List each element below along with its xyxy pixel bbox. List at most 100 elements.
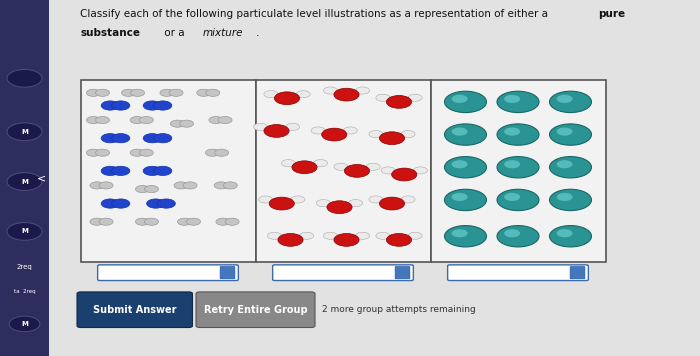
- Circle shape: [290, 196, 304, 203]
- Text: pure: pure: [598, 9, 626, 19]
- Circle shape: [99, 182, 113, 189]
- Circle shape: [556, 95, 573, 103]
- FancyBboxPatch shape: [272, 265, 413, 281]
- Circle shape: [369, 196, 383, 203]
- Circle shape: [334, 163, 348, 171]
- Circle shape: [452, 229, 468, 237]
- Circle shape: [497, 91, 539, 112]
- Circle shape: [444, 226, 486, 247]
- Circle shape: [102, 101, 119, 110]
- Text: ta  2req: ta 2req: [14, 289, 35, 294]
- FancyBboxPatch shape: [80, 80, 256, 262]
- Text: M: M: [21, 129, 28, 135]
- Circle shape: [504, 229, 520, 237]
- Circle shape: [452, 127, 468, 136]
- Circle shape: [253, 123, 267, 130]
- Circle shape: [321, 128, 347, 141]
- Circle shape: [7, 222, 42, 240]
- Circle shape: [7, 173, 42, 190]
- Text: M: M: [21, 321, 28, 327]
- Circle shape: [136, 185, 150, 193]
- Circle shape: [444, 157, 486, 178]
- FancyBboxPatch shape: [97, 265, 238, 281]
- Circle shape: [349, 199, 363, 206]
- Circle shape: [112, 166, 130, 176]
- Circle shape: [381, 167, 395, 174]
- Circle shape: [145, 218, 158, 225]
- Circle shape: [286, 123, 300, 130]
- Circle shape: [154, 166, 172, 176]
- Circle shape: [179, 120, 193, 127]
- Circle shape: [452, 95, 468, 103]
- Circle shape: [225, 218, 239, 225]
- Circle shape: [183, 182, 197, 189]
- Circle shape: [386, 95, 412, 108]
- Circle shape: [216, 218, 230, 225]
- Circle shape: [316, 199, 330, 206]
- Circle shape: [267, 232, 281, 239]
- Circle shape: [497, 157, 539, 178]
- Circle shape: [408, 94, 422, 101]
- Circle shape: [139, 116, 153, 124]
- Circle shape: [147, 199, 165, 208]
- Circle shape: [386, 234, 412, 246]
- FancyBboxPatch shape: [196, 292, 315, 328]
- Text: M: M: [21, 179, 28, 184]
- Circle shape: [102, 199, 119, 208]
- FancyBboxPatch shape: [256, 80, 430, 262]
- Circle shape: [327, 201, 352, 214]
- Circle shape: [87, 116, 101, 124]
- FancyBboxPatch shape: [448, 265, 588, 281]
- Circle shape: [356, 232, 370, 239]
- FancyBboxPatch shape: [570, 267, 584, 279]
- Circle shape: [197, 89, 211, 96]
- Circle shape: [144, 101, 162, 110]
- Circle shape: [401, 196, 415, 203]
- Circle shape: [379, 132, 405, 145]
- Circle shape: [157, 199, 176, 208]
- Text: Classify each of the following particulate level illustrations as a representati: Classify each of the following particula…: [80, 9, 552, 19]
- Circle shape: [556, 160, 573, 168]
- Circle shape: [139, 149, 153, 156]
- Circle shape: [504, 95, 520, 103]
- Circle shape: [504, 127, 520, 136]
- Circle shape: [504, 160, 520, 168]
- Circle shape: [122, 89, 135, 96]
- Circle shape: [112, 101, 130, 110]
- Circle shape: [392, 168, 417, 181]
- Circle shape: [264, 91, 278, 98]
- Circle shape: [497, 189, 539, 211]
- Circle shape: [223, 182, 237, 189]
- Circle shape: [323, 232, 337, 239]
- Text: M: M: [21, 229, 28, 234]
- Circle shape: [87, 89, 101, 96]
- Circle shape: [87, 149, 101, 156]
- Circle shape: [311, 127, 325, 134]
- Circle shape: [214, 182, 228, 189]
- Circle shape: [401, 131, 415, 138]
- Circle shape: [550, 124, 592, 145]
- Text: <: <: [37, 173, 46, 183]
- Circle shape: [7, 69, 42, 87]
- Circle shape: [344, 164, 370, 177]
- Circle shape: [296, 91, 310, 98]
- Circle shape: [278, 234, 303, 246]
- Circle shape: [112, 134, 130, 143]
- Circle shape: [264, 125, 289, 137]
- Circle shape: [369, 131, 383, 138]
- Circle shape: [550, 189, 592, 211]
- Text: .: .: [256, 28, 259, 38]
- Circle shape: [376, 232, 390, 239]
- Circle shape: [258, 196, 272, 203]
- Text: substance: substance: [80, 28, 141, 38]
- Text: Submit Answer: Submit Answer: [93, 305, 176, 315]
- Text: or a: or a: [161, 28, 188, 38]
- Circle shape: [444, 189, 486, 211]
- Circle shape: [209, 116, 223, 124]
- Circle shape: [550, 226, 592, 247]
- Circle shape: [95, 116, 110, 124]
- Circle shape: [556, 127, 573, 136]
- Circle shape: [556, 193, 573, 201]
- Circle shape: [144, 166, 162, 176]
- Circle shape: [274, 92, 300, 105]
